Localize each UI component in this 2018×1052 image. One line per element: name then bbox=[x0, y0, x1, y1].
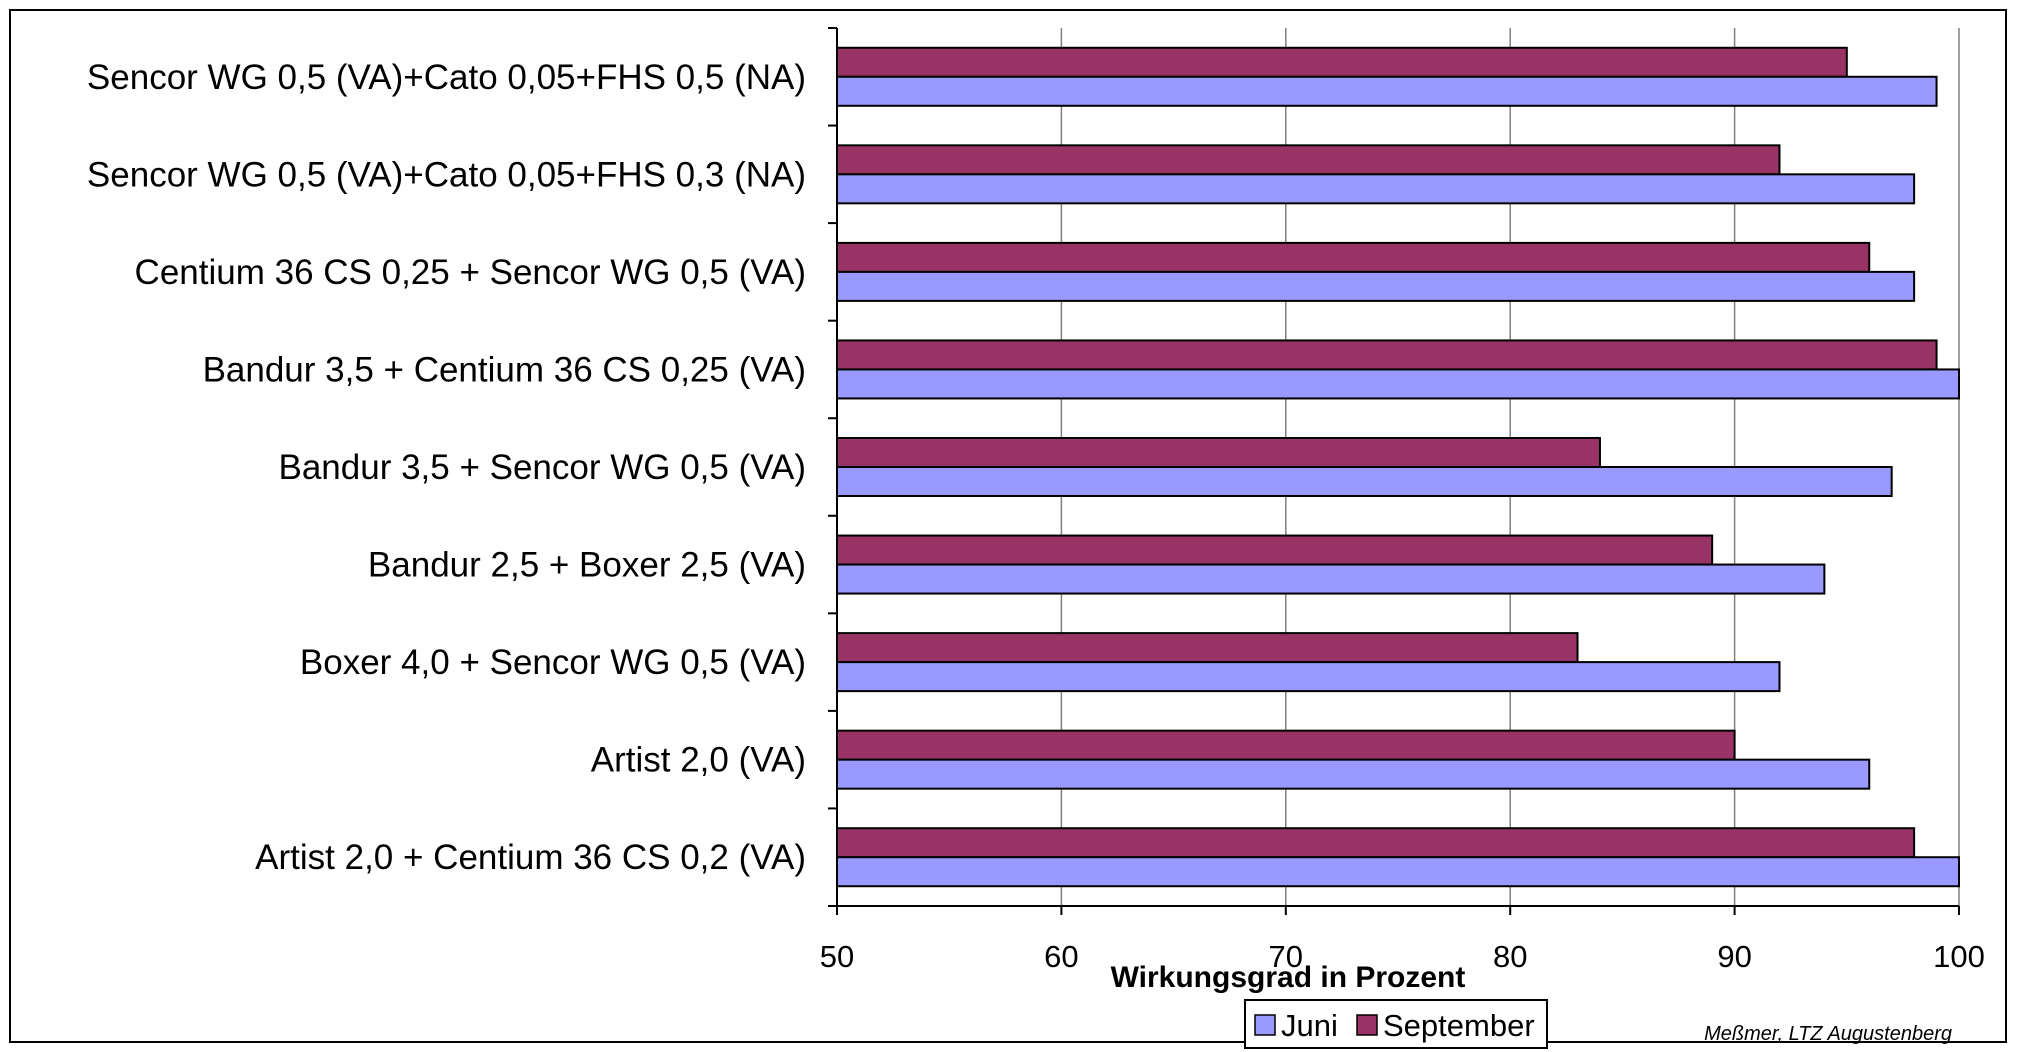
bar-september bbox=[836, 827, 1916, 859]
legend-label-september: September bbox=[1383, 1008, 1535, 1043]
bar-juni bbox=[836, 758, 1871, 790]
legend-box bbox=[1244, 999, 1548, 1049]
x-tick-label: 100 bbox=[1933, 939, 1985, 974]
x-tick-label: 90 bbox=[1717, 939, 1751, 974]
bar-juni bbox=[836, 661, 1781, 693]
x-tick-label: 60 bbox=[1044, 939, 1078, 974]
x-tick-label: 80 bbox=[1493, 939, 1527, 974]
x-axis-title: Wirkungsgrad in Prozent bbox=[1111, 961, 1466, 994]
tick-labels: 50 60 70 80 90 100 bbox=[820, 939, 1985, 974]
category-label: Bandur 2,5 + Boxer 2,5 (VA) bbox=[368, 546, 806, 585]
bar-juni bbox=[836, 75, 1938, 107]
bar-september bbox=[836, 534, 1714, 566]
x-tick-label: 70 bbox=[1269, 939, 1303, 974]
bar-september bbox=[836, 437, 1601, 468]
bar-september bbox=[836, 144, 1781, 176]
axes bbox=[828, 27, 1960, 915]
category-label: Centium 36 CS 0,25 + Sencor WG 0,5 (VA) bbox=[135, 253, 806, 292]
credit-text: Meßmer, LTZ Augustenberg bbox=[1704, 1023, 1952, 1045]
chart-frame bbox=[9, 9, 2007, 1043]
bar-september bbox=[836, 241, 1871, 273]
legend-swatch-september bbox=[1356, 1014, 1378, 1036]
legend-swatch-juni bbox=[1254, 1014, 1276, 1036]
category-label: Sencor WG 0,5 (VA)+Cato 0,05+FHS 0,3 (NA… bbox=[87, 155, 806, 194]
category-label: Sencor WG 0,5 (VA)+Cato 0,05+FHS 0,5 (NA… bbox=[87, 58, 806, 97]
category-label: Artist 2,0 (VA) bbox=[591, 741, 806, 780]
bar-juni bbox=[836, 466, 1893, 497]
category-labels: Sencor WG 0,5 (VA)+Cato 0,05+FHS 0,5 (NA… bbox=[87, 58, 806, 877]
category-label: Bandur 3,5 + Sencor WG 0,5 (VA) bbox=[278, 448, 806, 487]
bars bbox=[836, 46, 1960, 888]
x-tick-label: 50 bbox=[820, 939, 854, 974]
bar-juni bbox=[836, 173, 1916, 205]
bar-september bbox=[836, 46, 1848, 78]
bar-juni bbox=[836, 368, 1960, 400]
bar-juni bbox=[836, 856, 1960, 888]
legend-label-juni: Juni bbox=[1281, 1008, 1338, 1043]
bar-juni bbox=[836, 563, 1826, 595]
category-label: Boxer 4,0 + Sencor WG 0,5 (VA) bbox=[300, 643, 806, 682]
bar-september bbox=[836, 729, 1736, 761]
bar-september bbox=[836, 632, 1579, 664]
category-label: Artist 2,0 + Centium 36 CS 0,2 (VA) bbox=[255, 838, 806, 877]
category-label: Bandur 3,5 + Centium 36 CS 0,25 (VA) bbox=[203, 350, 806, 389]
legend: Juni September bbox=[1244, 999, 1548, 1049]
bar-september bbox=[836, 339, 1938, 371]
bar-juni bbox=[836, 270, 1916, 302]
